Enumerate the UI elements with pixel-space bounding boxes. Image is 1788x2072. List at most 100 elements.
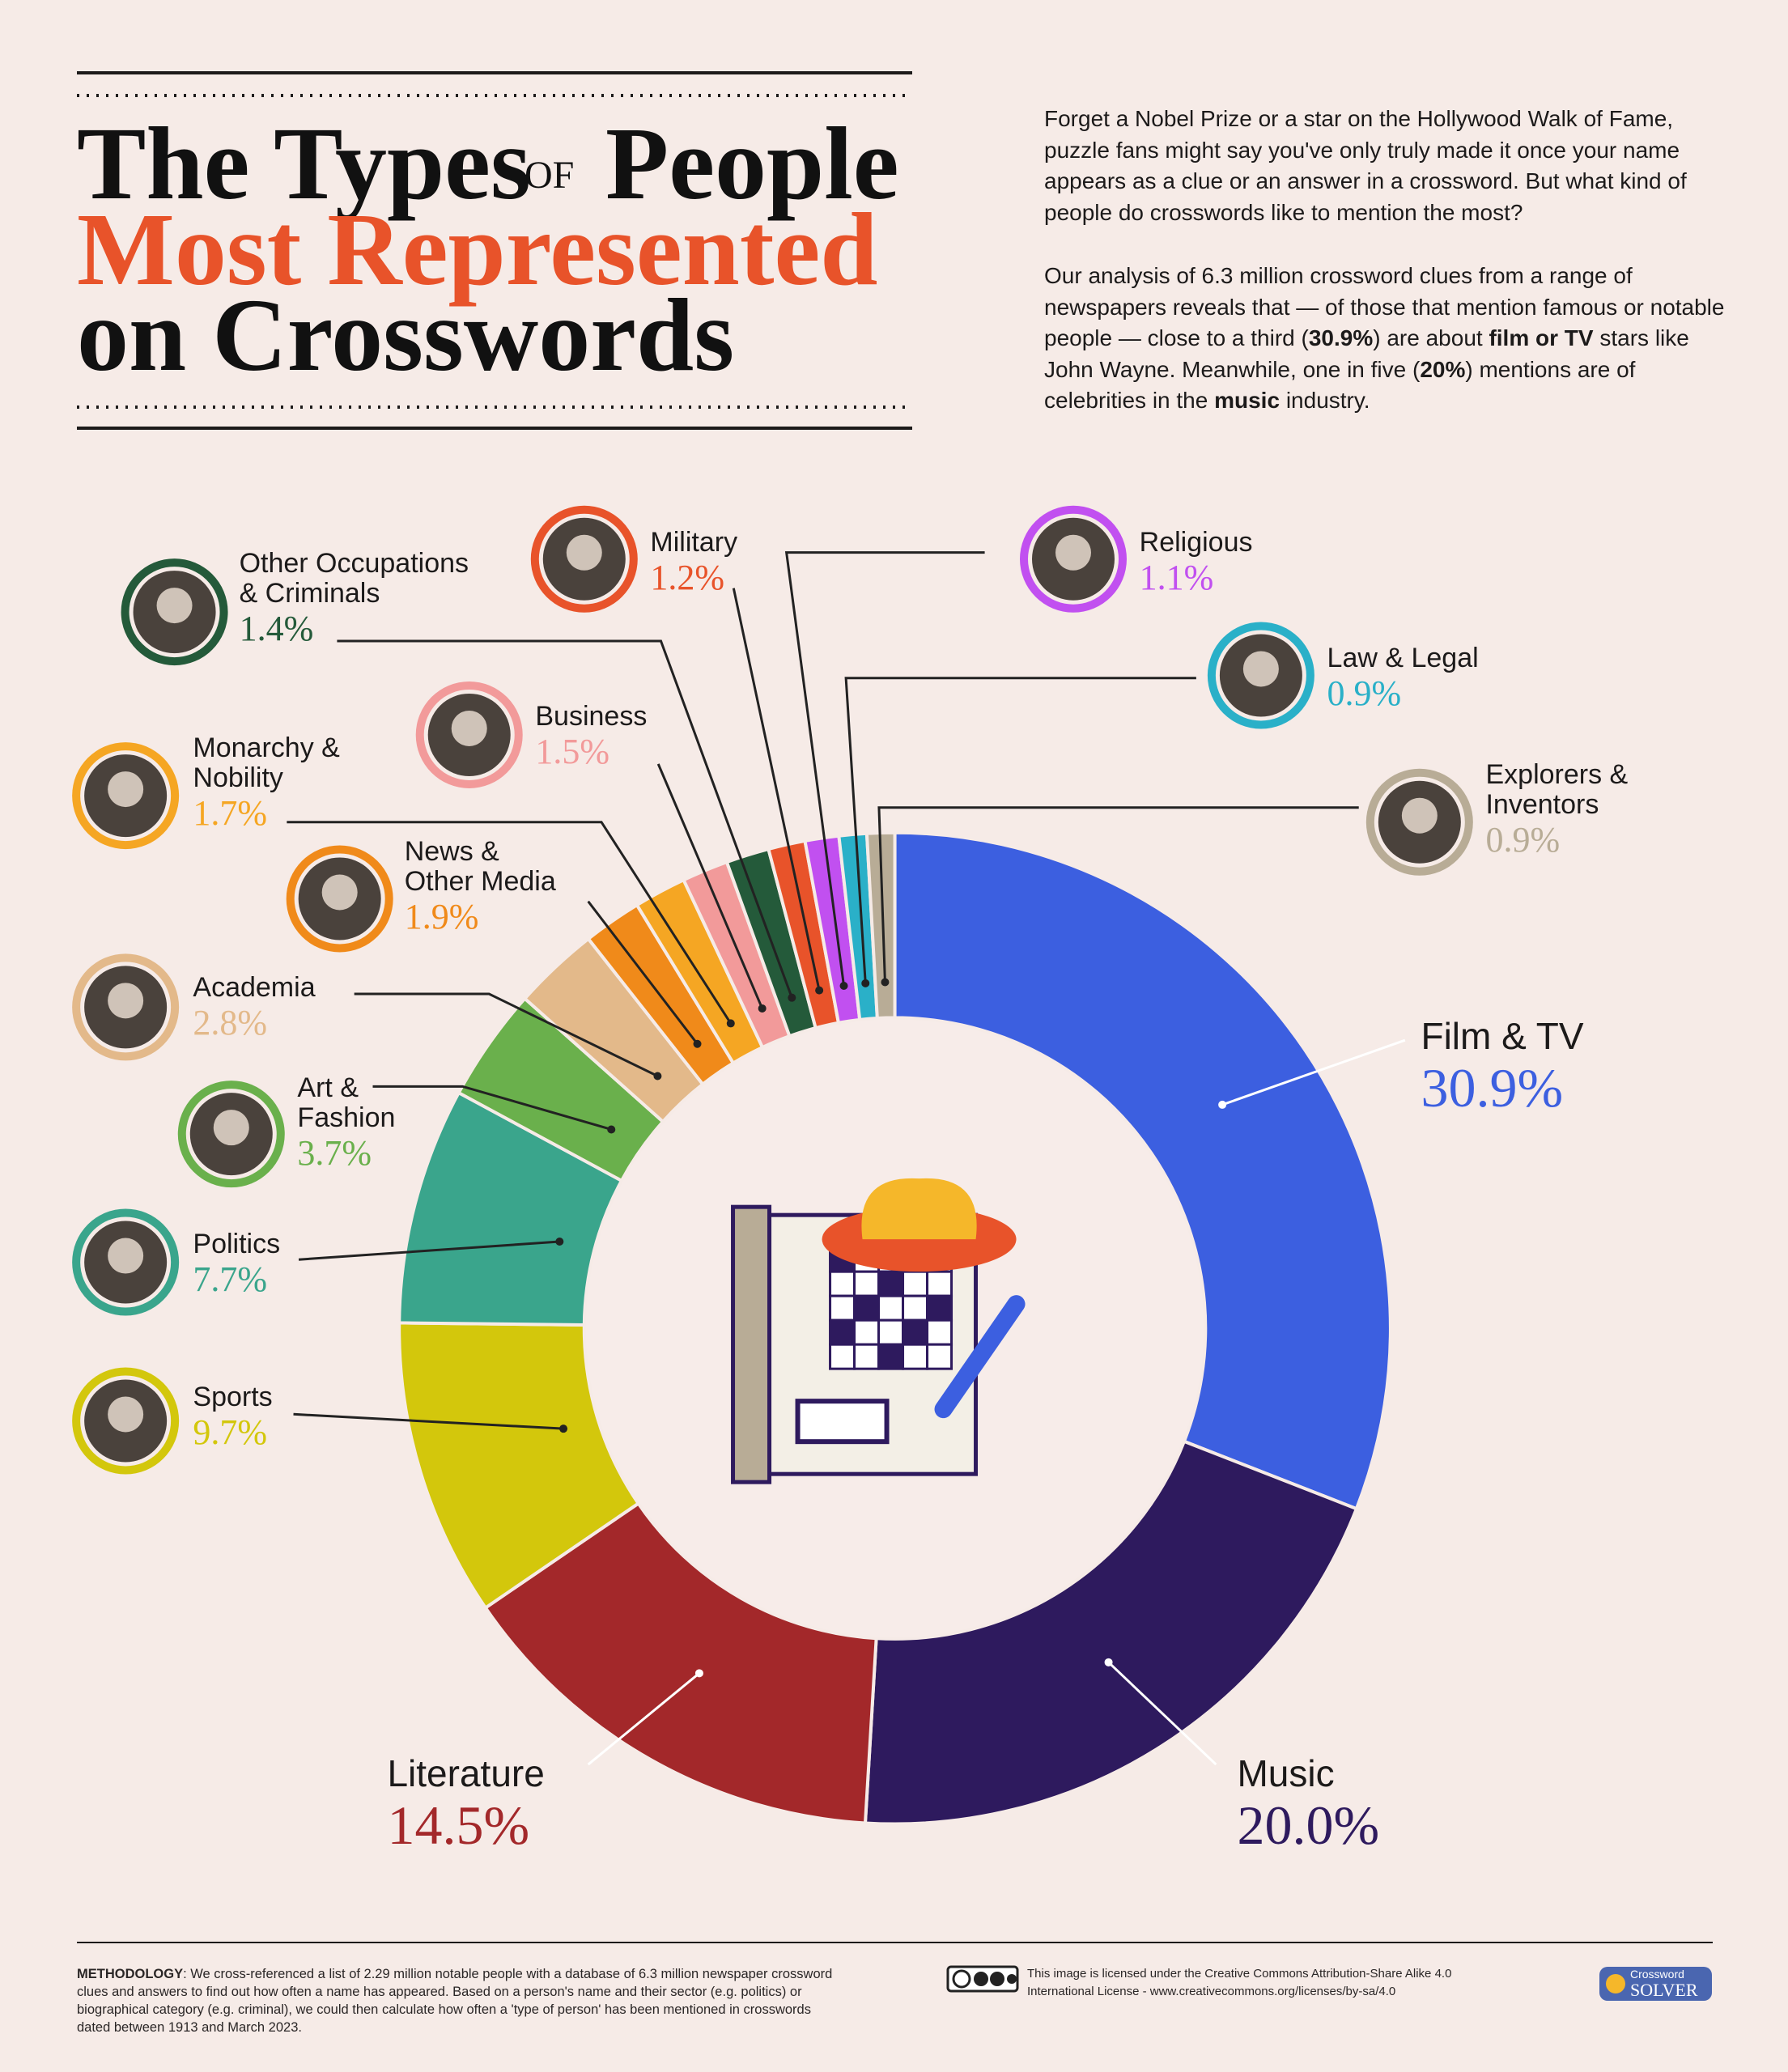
grid-cell [902, 1318, 929, 1346]
leader-line [844, 677, 1196, 983]
value-label: 1.7% [193, 793, 268, 834]
category-name: Art & Fashion [297, 1072, 396, 1133]
grid-cell [877, 1270, 905, 1297]
donut-segment [483, 1501, 878, 1825]
category-label: Film & TV 30.9% [1421, 1015, 1583, 1119]
methodology: METHODOLOGY: We cross-referenced a list … [77, 1965, 838, 2036]
category-label: Sports 9.7% [193, 1382, 272, 1453]
title-line: The Types [77, 106, 531, 221]
leader-line [372, 1085, 612, 1131]
category-label: Explorers & Inventors 0.9% [1485, 758, 1629, 860]
logo-text: Crossword [1630, 1968, 1684, 1981]
license: This image is licensed under the Creativ… [1027, 1967, 1452, 1998]
category-name: Explorers & Inventors [1485, 758, 1629, 820]
leader-dot [693, 1039, 702, 1048]
leader-line [587, 900, 699, 1045]
grid-cell [926, 1270, 953, 1297]
intro-text: ) mentions are of celebrities in the [1044, 356, 1636, 414]
category-name: Music [1237, 1752, 1335, 1795]
leader-line [1107, 1661, 1217, 1766]
cc-badge [946, 1965, 1019, 1993]
grid-cell [853, 1294, 881, 1322]
portrait-head [1055, 534, 1091, 571]
portrait-head [1401, 797, 1438, 834]
category-label: Art & Fashion 3.7% [297, 1072, 396, 1174]
value-label: 1.1% [1139, 557, 1214, 597]
intro-highlight: 20% [1420, 356, 1466, 382]
leader-line [1221, 1038, 1406, 1106]
grid-cell [829, 1318, 856, 1346]
leader-line [732, 588, 821, 991]
leader-line [298, 1240, 560, 1261]
value-label: 1.2% [650, 557, 725, 597]
category-label: Music 20.0% [1237, 1752, 1379, 1856]
leader-dot [861, 979, 870, 987]
pencil [934, 1295, 1026, 1419]
leader-line [337, 639, 793, 999]
leader-dot [726, 1019, 735, 1028]
leader-dot [839, 981, 848, 990]
intro-text: industry. [1280, 388, 1370, 413]
grid-cell [902, 1294, 929, 1322]
category-name: Other Occupations & Criminals [239, 547, 469, 609]
portrait-head [108, 771, 144, 808]
portrait-head [108, 983, 144, 1019]
donut-segment [863, 1439, 1359, 1826]
category-label: Law & Legal 0.9% [1327, 643, 1479, 714]
value-label: 3.7% [297, 1132, 372, 1173]
title-line: on Crosswords [77, 278, 734, 393]
category-label: Politics 7.7% [193, 1229, 280, 1300]
leader-dot [1104, 1658, 1113, 1667]
hat-crown [861, 1178, 977, 1240]
portrait-head [108, 1396, 144, 1433]
donut-segment [864, 830, 897, 1021]
answer-box [795, 1399, 890, 1445]
leader-dot [1218, 1100, 1227, 1109]
category-label: Military 1.2% [650, 527, 737, 598]
value-label: 1.5% [535, 732, 610, 772]
value-label: 14.5% [387, 1794, 530, 1857]
leader-line [656, 763, 764, 1009]
intro-text: stars like John Wayne. Meanwhile, one in… [1044, 325, 1689, 382]
intro-highlight: film or TV [1489, 325, 1594, 350]
leader-dot [758, 1004, 767, 1013]
donut [397, 830, 1392, 1826]
value-label: 1.4% [239, 608, 314, 648]
grid-cell [926, 1294, 953, 1322]
category-name: Sports [193, 1382, 273, 1413]
category-label: Religious 1.1% [1139, 526, 1253, 598]
leader-line [587, 1672, 700, 1766]
grid-cell [853, 1270, 881, 1297]
leader-dot [788, 993, 796, 1002]
value-label: 2.8% [193, 1002, 268, 1042]
portrait-head [321, 874, 358, 911]
grid-cell [829, 1294, 856, 1322]
portrait-head [156, 588, 193, 624]
leader-dot [653, 1072, 662, 1081]
grid-cell [853, 1343, 881, 1370]
grid-cell [926, 1343, 953, 1370]
category-name: Law & Legal [1327, 643, 1479, 674]
grid-cell [877, 1318, 905, 1346]
value-label: 0.9% [1485, 819, 1561, 860]
portrait-head [213, 1110, 249, 1146]
grid-cell [877, 1294, 905, 1322]
spine [731, 1204, 772, 1484]
leader-line [287, 821, 733, 1025]
value-label: 1.9% [404, 896, 479, 936]
value-label: 0.9% [1327, 673, 1402, 714]
category-name: News & Other Media [404, 835, 556, 897]
category-name: Religious [1139, 526, 1253, 558]
leader-dot [607, 1125, 616, 1134]
category-name: Politics [193, 1228, 281, 1259]
leader-dot [555, 1238, 564, 1246]
category-name: Literature [387, 1752, 545, 1795]
crossword-illustration [731, 1178, 1026, 1484]
methodology-label: METHODOLOGY [77, 1967, 184, 1981]
portrait-head [566, 534, 602, 571]
logo: Crossword SOLVER [1599, 1967, 1712, 2001]
category-name: Business [535, 701, 648, 732]
logo-text: SOLVER [1630, 1980, 1698, 2000]
